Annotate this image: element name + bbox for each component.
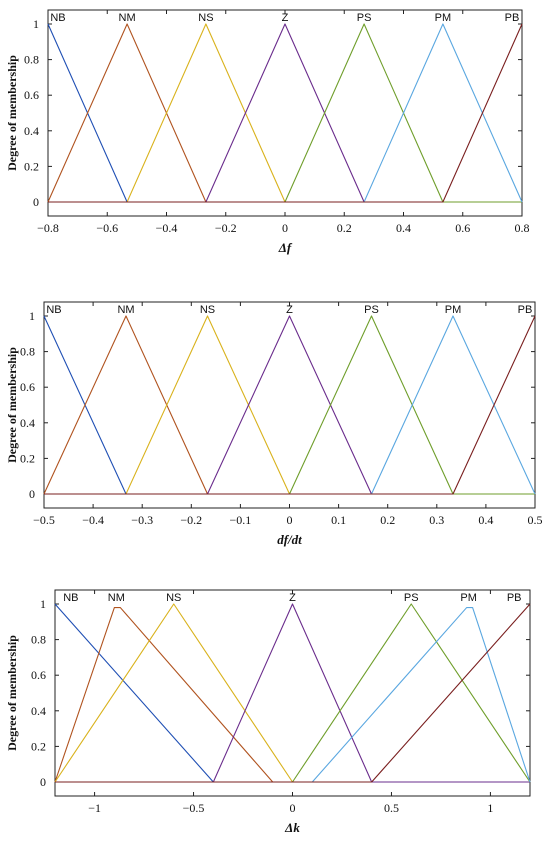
- y-tick-label: 0.8: [24, 53, 39, 67]
- y-tick-label: 0.4: [24, 124, 39, 138]
- x-tick-label: 0.1: [331, 513, 346, 527]
- x-tick-label: 0.6: [455, 221, 470, 235]
- y-tick-label: 0.2: [24, 159, 39, 173]
- mf-label-ns: NS: [166, 592, 181, 604]
- mf-label-pb: PB: [507, 592, 522, 604]
- series-line-nb: [47, 23, 522, 203]
- y-axis-label: Degree of membership: [5, 635, 19, 751]
- x-tick-label: −0.5: [33, 513, 55, 527]
- series-line-z: [55, 603, 530, 783]
- series-line-ns: [54, 603, 530, 783]
- mf-label-pm: PM: [435, 12, 452, 24]
- series-line-nm: [47, 23, 522, 203]
- series-line-z: [44, 315, 535, 495]
- series-line-nb: [54, 603, 530, 783]
- series-line-pb: [44, 315, 536, 495]
- x-tick-label: 1: [487, 801, 493, 815]
- y-tick-label: 0.6: [24, 88, 39, 102]
- x-tick-label: −0.1: [230, 513, 252, 527]
- y-tick-label: 0: [33, 195, 39, 209]
- x-tick-label: −0.6: [96, 221, 118, 235]
- mf-label-nb: NB: [63, 592, 78, 604]
- y-tick-label: 0: [29, 487, 35, 501]
- y-axis-label: Degree of membership: [5, 55, 19, 171]
- mf-label-ps: PS: [357, 12, 372, 24]
- mf-label-nm: NM: [119, 12, 136, 24]
- series-line-ps: [55, 603, 531, 783]
- x-tick-label: 0: [290, 801, 296, 815]
- x-tick-label: 0.2: [380, 513, 395, 527]
- x-axis-label: df/dt: [277, 532, 302, 547]
- x-tick-label: 0.8: [515, 221, 530, 235]
- mf-label-pm: PM: [460, 592, 477, 604]
- chart-3: −1 −0.5 0 0.5 1 0 0.2 0.4 0.6 0.8 1 NB NM NS Z PS PM PB Δk…: [5, 589, 531, 835]
- y-tick-label: 0.4: [31, 704, 46, 718]
- x-tick-label: −0.5: [183, 801, 205, 815]
- mf-label-ps: PS: [364, 304, 379, 316]
- mf-label-z: Z: [282, 12, 289, 24]
- series-line-nb: [43, 315, 535, 495]
- x-tick-label: −0.4: [156, 221, 178, 235]
- y-tick-label: 0.6: [20, 380, 35, 394]
- x-tick-label: −1: [88, 801, 101, 815]
- y-tick-label: 1: [40, 597, 46, 611]
- x-axis-label: Δf: [278, 240, 293, 255]
- x-tick-label: 0.3: [429, 513, 444, 527]
- mf-label-z: Z: [286, 304, 293, 316]
- series-line-ns: [44, 315, 535, 495]
- x-tick-label: 0.2: [337, 221, 352, 235]
- mf-label-ns: NS: [198, 12, 213, 24]
- x-tick-label: −0.2: [215, 221, 237, 235]
- x-tick-label: 0.4: [478, 513, 493, 527]
- x-tick-label: 0.5: [528, 513, 543, 527]
- mf-label-pb: PB: [518, 304, 533, 316]
- mf-label-nb: NB: [50, 12, 65, 24]
- x-tick-label: −0.4: [82, 513, 104, 527]
- series-line-pb: [48, 23, 523, 203]
- mf-label-nm: NM: [117, 304, 134, 316]
- x-tick-label: 0.5: [384, 801, 399, 815]
- y-tick-label: 0.2: [20, 451, 35, 465]
- chart-2: −0.5 −0.4 −0.3 −0.2 −0.1 0 0.1 0.2 0.3 0.4 0.5 0 0.2…: [5, 301, 543, 547]
- y-tick-label: 0.6: [31, 668, 46, 682]
- x-axis-label: Δk: [284, 820, 300, 835]
- x-tick-label: −0.3: [131, 513, 153, 527]
- mf-label-nm: NM: [108, 592, 125, 604]
- y-tick-label: 0: [40, 775, 46, 789]
- y-tick-label: 1: [29, 309, 35, 323]
- y-tick-label: 0.2: [31, 739, 46, 753]
- series-line-ps: [44, 315, 535, 495]
- series-line-pm: [44, 315, 536, 495]
- mf-label-pm: PM: [445, 304, 462, 316]
- x-tick-label: −0.8: [37, 221, 59, 235]
- plot-frame: [54, 589, 531, 797]
- mf-label-ns: NS: [200, 304, 215, 316]
- x-tick-label: 0: [282, 221, 288, 235]
- y-axis-label: Degree of membership: [5, 347, 19, 463]
- series-line-z: [48, 23, 522, 203]
- mf-label-pb: PB: [505, 12, 520, 24]
- mf-label-nb: NB: [46, 304, 61, 316]
- series-line-nm: [43, 315, 535, 495]
- mf-label-ps: PS: [404, 592, 419, 604]
- series-line-pm: [48, 23, 523, 203]
- series-line-pb: [55, 603, 531, 783]
- series-line-nm: [54, 607, 530, 783]
- x-tick-label: −0.2: [180, 513, 202, 527]
- y-tick-label: 0.8: [20, 345, 35, 359]
- y-tick-label: 0.4: [20, 416, 35, 430]
- series-line-ns: [48, 23, 522, 203]
- series-line-pm: [55, 607, 531, 783]
- series-line-ps: [48, 23, 522, 203]
- x-tick-label: 0.4: [396, 221, 411, 235]
- mf-label-z: Z: [289, 592, 296, 604]
- y-tick-label: 1: [33, 17, 39, 31]
- x-tick-label: 0: [287, 513, 293, 527]
- chart-1: −0.8 −0.6 −0.4 −0.2 0 0.2 0.4 0.6 0.8 0 0.2 0.4 0.6 0…: [5, 9, 530, 255]
- y-tick-label: 0.8: [31, 633, 46, 647]
